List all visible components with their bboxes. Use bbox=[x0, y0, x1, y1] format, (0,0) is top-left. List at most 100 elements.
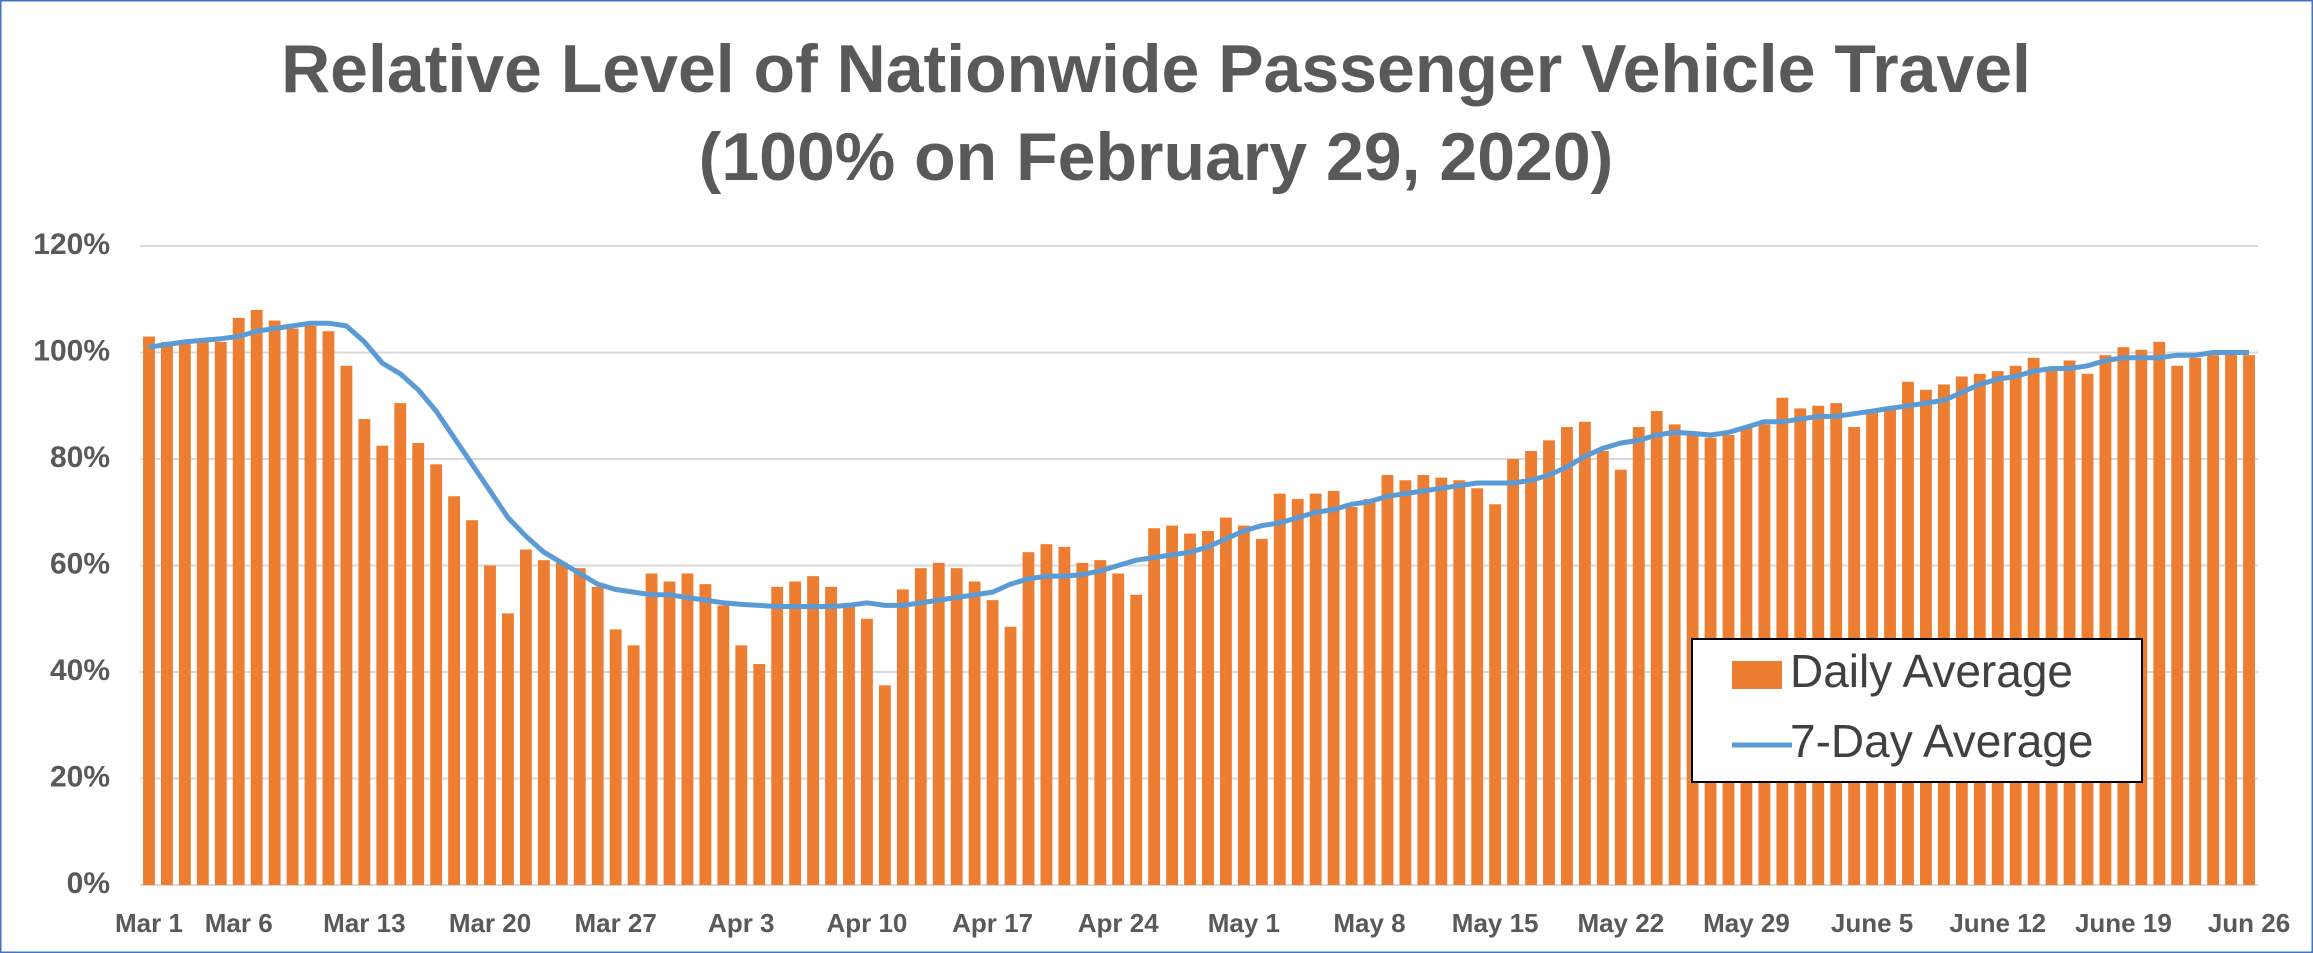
bar bbox=[448, 496, 461, 885]
chart-title: Relative Level of Nationwide Passenger V… bbox=[281, 31, 2031, 107]
bar bbox=[2045, 368, 2058, 886]
bar bbox=[1040, 544, 1053, 885]
bar bbox=[537, 560, 550, 885]
x-tick-label: Apr 17 bbox=[952, 908, 1033, 938]
bar bbox=[914, 568, 927, 885]
bar bbox=[1435, 477, 1448, 885]
bar bbox=[861, 618, 873, 885]
bar bbox=[1345, 506, 1358, 885]
x-tick-label: June 12 bbox=[1949, 908, 2046, 938]
x-tick-label: Mar 13 bbox=[323, 908, 405, 938]
bar bbox=[268, 320, 281, 885]
bar bbox=[1309, 493, 1322, 885]
bar bbox=[1650, 411, 1663, 885]
bar bbox=[1525, 451, 1537, 885]
bar bbox=[1004, 626, 1017, 885]
bar bbox=[1543, 440, 1555, 885]
bar bbox=[484, 565, 496, 885]
x-tick-label: Apr 24 bbox=[1078, 908, 1159, 938]
x-tick-label: May 29 bbox=[1703, 908, 1790, 938]
bar bbox=[1022, 552, 1035, 885]
bar bbox=[2171, 365, 2184, 885]
y-tick-label: 20% bbox=[50, 760, 110, 793]
bar bbox=[1381, 474, 1394, 885]
bar bbox=[789, 581, 802, 885]
bar bbox=[609, 629, 622, 885]
bar bbox=[1237, 525, 1250, 885]
bar bbox=[1058, 546, 1071, 885]
bar bbox=[1471, 488, 1484, 885]
bar bbox=[555, 562, 568, 885]
bar bbox=[645, 573, 658, 885]
bar bbox=[591, 586, 604, 885]
y-tick-label: 100% bbox=[33, 334, 110, 367]
x-tick-label: May 8 bbox=[1333, 908, 1405, 938]
bar bbox=[2063, 360, 2076, 885]
bar bbox=[2135, 349, 2148, 885]
bar bbox=[214, 341, 227, 886]
bar bbox=[2243, 355, 2255, 886]
bar bbox=[232, 317, 245, 885]
bar bbox=[1399, 480, 1412, 885]
bar bbox=[843, 602, 855, 885]
bar bbox=[358, 419, 371, 885]
bar bbox=[1507, 459, 1520, 885]
bar bbox=[2207, 355, 2220, 886]
x-tick-label: Apr 3 bbox=[708, 908, 774, 938]
bar bbox=[286, 328, 299, 886]
y-tick-label: 60% bbox=[50, 547, 110, 580]
bar bbox=[681, 573, 694, 885]
x-tick-label: Apr 10 bbox=[826, 908, 907, 938]
y-tick-label: 40% bbox=[50, 654, 110, 687]
bar bbox=[771, 586, 784, 885]
bar bbox=[663, 581, 676, 885]
bar bbox=[1094, 560, 1107, 885]
legend-label: Daily Average bbox=[1790, 645, 2073, 697]
bar bbox=[2225, 352, 2237, 885]
bar bbox=[825, 586, 837, 885]
bar bbox=[322, 331, 335, 885]
bar bbox=[1973, 373, 1986, 885]
x-tick-label: May 1 bbox=[1208, 908, 1280, 938]
bar bbox=[2027, 357, 2040, 885]
bar bbox=[2009, 365, 2022, 885]
bar bbox=[1668, 424, 1681, 885]
bar bbox=[807, 576, 820, 885]
bar bbox=[627, 645, 640, 885]
bar bbox=[1130, 594, 1143, 885]
bar bbox=[412, 443, 425, 885]
bar bbox=[143, 336, 155, 885]
bar bbox=[340, 365, 353, 885]
bar bbox=[196, 341, 209, 886]
bar bbox=[878, 685, 891, 885]
line bbox=[148, 320, 2249, 609]
bar bbox=[178, 341, 191, 886]
bar bbox=[1273, 493, 1286, 885]
bar bbox=[161, 341, 173, 886]
chart-subtitle: (100% on February 29, 2020) bbox=[699, 119, 1614, 195]
legend-swatch bbox=[1732, 661, 1782, 689]
x-tick-label: May 15 bbox=[1452, 908, 1539, 938]
bar bbox=[1327, 490, 1340, 885]
bar bbox=[1955, 376, 1968, 885]
bar bbox=[1453, 480, 1466, 885]
bar bbox=[394, 403, 407, 885]
bar bbox=[1202, 530, 1214, 885]
bar bbox=[1148, 528, 1161, 885]
bar bbox=[1489, 504, 1502, 885]
bar bbox=[1220, 517, 1232, 885]
bar bbox=[376, 445, 389, 885]
x-tick-label: Mar 27 bbox=[574, 908, 656, 938]
y-tick-label: 120% bbox=[33, 228, 110, 261]
x-tick-label: June 19 bbox=[2075, 908, 2172, 938]
bar bbox=[1561, 427, 1573, 885]
bar bbox=[1076, 562, 1089, 885]
y-tick-label: 0% bbox=[67, 867, 110, 900]
bar bbox=[430, 464, 443, 885]
bar bbox=[1937, 384, 1950, 885]
bar bbox=[968, 581, 981, 885]
x-tick-label: Mar 1 bbox=[115, 908, 183, 938]
bar bbox=[896, 589, 909, 885]
